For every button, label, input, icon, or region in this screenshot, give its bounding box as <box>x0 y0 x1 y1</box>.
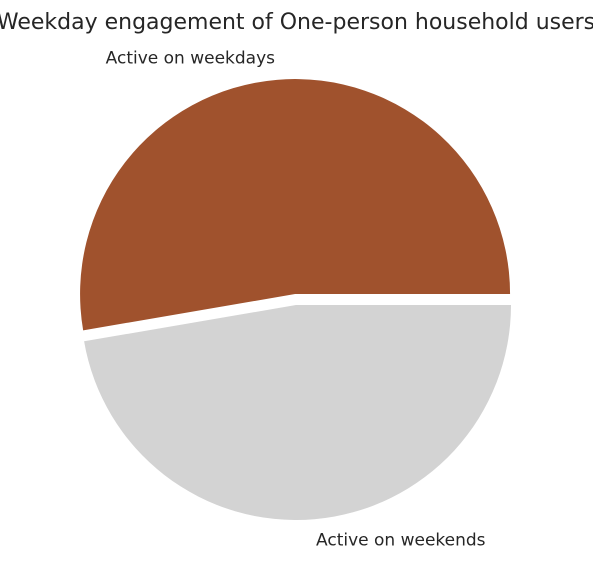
slice-label-active-on-weekends: Active on weekends <box>316 531 486 551</box>
slice-labels: Active on weekdays Active on weekends <box>106 48 486 550</box>
pie-slice-active-on-weekdays <box>80 79 511 331</box>
pie-slices <box>80 79 511 521</box>
slice-label-active-on-weekdays: Active on weekdays <box>106 48 276 68</box>
chart-title: Weekday engagement of One-person househo… <box>0 10 593 35</box>
pie-slice-active-on-weekends <box>84 305 511 521</box>
